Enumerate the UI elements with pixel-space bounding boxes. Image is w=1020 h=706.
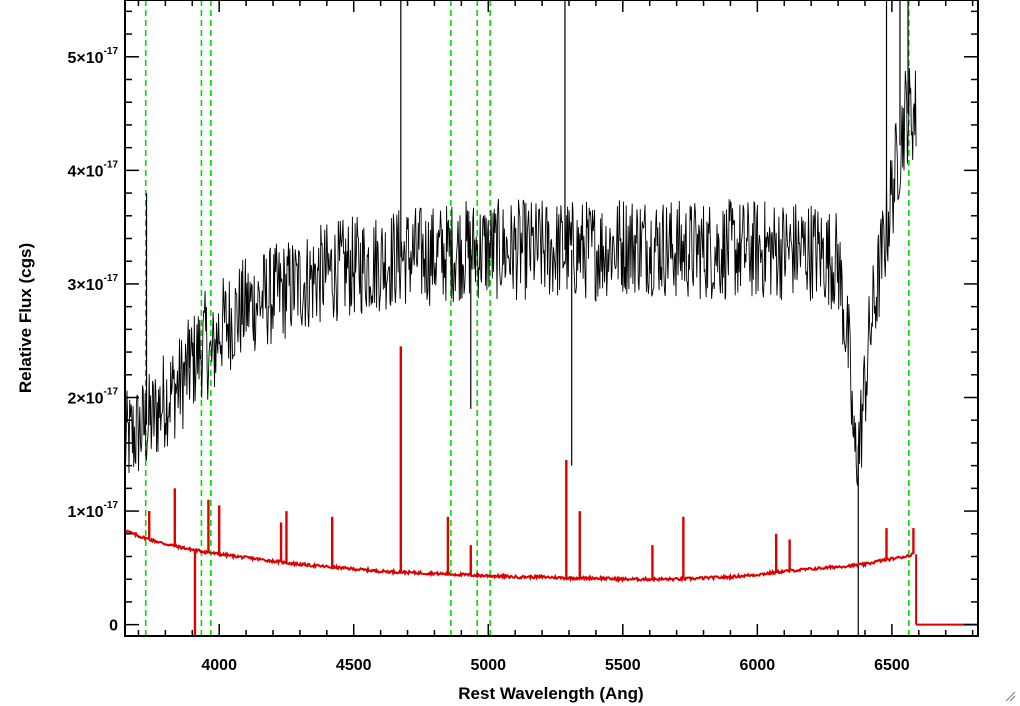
emission-line-markers [144,0,910,636]
x-tick-label-1: 4500 [336,657,372,674]
x-axis-ticks: 4000 4500 5000 5500 6000 6500 [137,0,974,674]
y-axis-ticks: 0 1×10-17 2×10-17 3×10-17 4×10-17 5×10-17 [68,10,978,635]
x-tick-label-2: 5000 [470,657,506,674]
series-1-line [124,529,914,584]
y-tick-label-1: 1×10-17 [68,500,119,521]
x-axis-title: Rest Wavelength (Ang) [458,684,643,703]
y-tick-label-5: 5×10-17 [68,46,119,67]
series-0-line [124,67,917,486]
x-tick-label-3: 5500 [605,657,641,674]
x-tick-label-5: 6500 [874,657,910,674]
spectrum-series [124,0,978,636]
x-tick-label-0: 4000 [201,657,237,674]
plot-frame [124,0,979,637]
y-axis-title: Relative Flux (cgs) [16,243,35,393]
y-tick-label-3: 3×10-17 [68,273,119,294]
y-tick-label-4: 4×10-17 [68,159,119,180]
y-tick-label-2: 2×10-17 [68,387,119,408]
resize-grip-icon[interactable] [1004,690,1016,702]
y-tick-label-0: 0 [109,618,118,635]
x-tick-label-4: 6000 [740,657,776,674]
